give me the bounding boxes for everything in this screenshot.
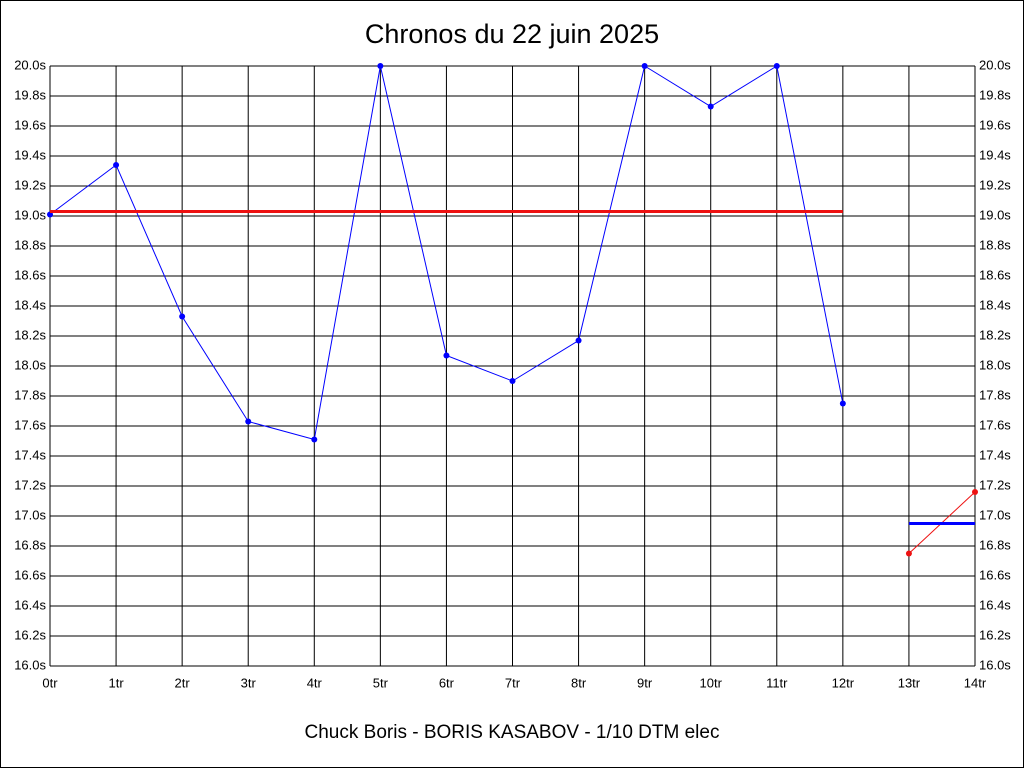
y2-tick-label: 18.8s bbox=[979, 237, 1011, 252]
y-tick-label: 16.6s bbox=[14, 567, 46, 582]
x-tick-label: 2tr bbox=[175, 675, 191, 690]
x-tick-label: 7tr bbox=[505, 675, 521, 690]
y2-tick-label: 18.4s bbox=[979, 297, 1011, 312]
y2-tick-label: 16.4s bbox=[979, 597, 1011, 612]
x-tick-label: 3tr bbox=[241, 675, 257, 690]
y-tick-label: 18.8s bbox=[14, 237, 46, 252]
y-tick-label: 17.0s bbox=[14, 507, 46, 522]
data-point bbox=[113, 162, 120, 168]
y-tick-label: 17.2s bbox=[14, 477, 46, 492]
y-tick-label: 16.2s bbox=[14, 627, 46, 642]
y2-tick-label: 17.8s bbox=[979, 387, 1011, 402]
y2-tick-label: 16.8s bbox=[979, 537, 1011, 552]
y-tick-label: 17.8s bbox=[14, 387, 46, 402]
y-tick-label: 16.8s bbox=[14, 537, 46, 552]
y-tick-label: 19.8s bbox=[14, 87, 46, 102]
y2-tick-label: 19.8s bbox=[979, 87, 1011, 102]
x-tick-label: 12tr bbox=[832, 675, 855, 690]
y2-tick-label: 17.4s bbox=[979, 447, 1011, 462]
x-tick-label: 13tr bbox=[898, 675, 921, 690]
y2-tick-label: 19.0s bbox=[979, 207, 1011, 222]
y-tick-label: 18.2s bbox=[14, 327, 46, 342]
y2-tick-label: 19.4s bbox=[979, 147, 1011, 162]
y-tick-label: 19.6s bbox=[14, 117, 46, 132]
data-point bbox=[707, 103, 714, 110]
y-tick-label: 17.6s bbox=[14, 417, 46, 432]
y2-tick-label: 18.2s bbox=[979, 327, 1011, 342]
y2-tick-label: 17.0s bbox=[979, 507, 1011, 522]
x-tick-label: 8tr bbox=[571, 675, 587, 690]
x-tick-label: 0tr bbox=[42, 675, 58, 690]
y-tick-label: 19.0s bbox=[14, 207, 46, 222]
data-point bbox=[972, 489, 978, 495]
x-tick-label: 6tr bbox=[439, 675, 455, 690]
x-tick-label: 9tr bbox=[637, 675, 653, 690]
data-point bbox=[311, 436, 318, 443]
data-point bbox=[443, 352, 450, 359]
x-tick-label: 1tr bbox=[108, 675, 124, 690]
y-tick-label: 19.2s bbox=[14, 177, 46, 192]
y-tick-label: 18.0s bbox=[14, 357, 46, 372]
data-point bbox=[377, 63, 384, 69]
x-tick-label: 4tr bbox=[307, 675, 323, 690]
data-point bbox=[575, 337, 582, 344]
y2-tick-label: 18.6s bbox=[979, 267, 1011, 282]
y-tick-label: 18.4s bbox=[14, 297, 46, 312]
y2-tick-label: 17.2s bbox=[979, 477, 1011, 492]
y2-tick-label: 20.0s bbox=[979, 57, 1011, 72]
y2-tick-label: 16.6s bbox=[979, 567, 1011, 582]
y2-tick-label: 18.0s bbox=[979, 357, 1011, 372]
y2-tick-label: 19.2s bbox=[979, 177, 1011, 192]
y-tick-label: 16.4s bbox=[14, 597, 46, 612]
y2-tick-label: 16.2s bbox=[979, 627, 1011, 642]
data-point bbox=[773, 63, 780, 69]
y2-tick-label: 17.6s bbox=[979, 417, 1011, 432]
y-tick-label: 17.4s bbox=[14, 447, 46, 462]
y2-tick-label: 16.0s bbox=[979, 657, 1011, 672]
data-point bbox=[179, 313, 186, 320]
x-axis-label: Chuck Boris - BORIS KASABOV - 1/10 DTM e… bbox=[305, 722, 720, 743]
y-tick-label: 20.0s bbox=[14, 57, 46, 72]
data-point bbox=[245, 418, 252, 425]
x-tick-label: 14tr bbox=[964, 675, 987, 690]
y-tick-label: 19.4s bbox=[14, 147, 46, 162]
data-point bbox=[905, 550, 912, 557]
chart-title: Chronos du 22 juin 2025 bbox=[365, 19, 659, 49]
data-point bbox=[839, 400, 846, 407]
y2-tick-label: 19.6s bbox=[979, 117, 1011, 132]
x-tick-label: 5tr bbox=[373, 675, 389, 690]
y-tick-label: 16.0s bbox=[14, 657, 46, 672]
data-point bbox=[641, 63, 648, 69]
data-point bbox=[509, 378, 516, 384]
x-tick-label: 11tr bbox=[766, 675, 788, 690]
y-tick-label: 18.6s bbox=[14, 267, 46, 282]
x-tick-label: 10tr bbox=[700, 675, 723, 690]
